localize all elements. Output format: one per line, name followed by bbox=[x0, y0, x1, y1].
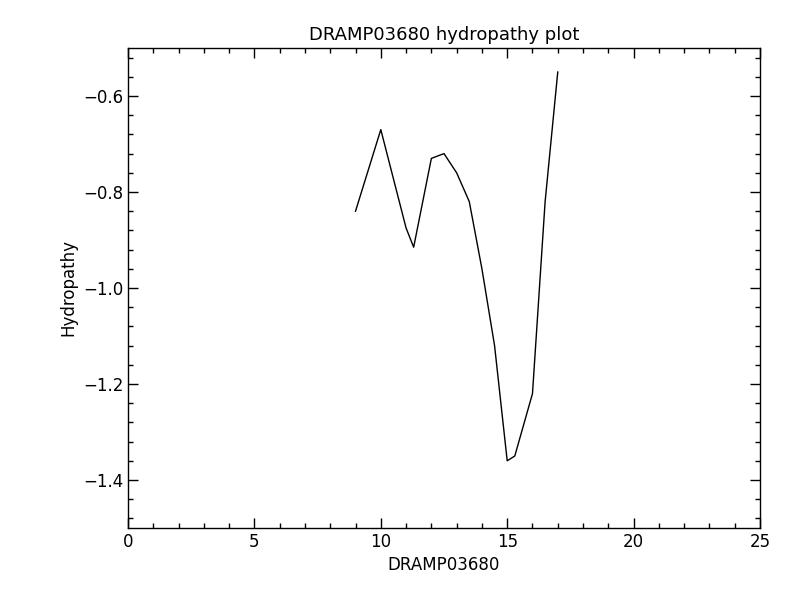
X-axis label: DRAMP03680: DRAMP03680 bbox=[388, 556, 500, 574]
Title: DRAMP03680 hydropathy plot: DRAMP03680 hydropathy plot bbox=[309, 26, 579, 44]
Y-axis label: Hydropathy: Hydropathy bbox=[59, 239, 78, 337]
